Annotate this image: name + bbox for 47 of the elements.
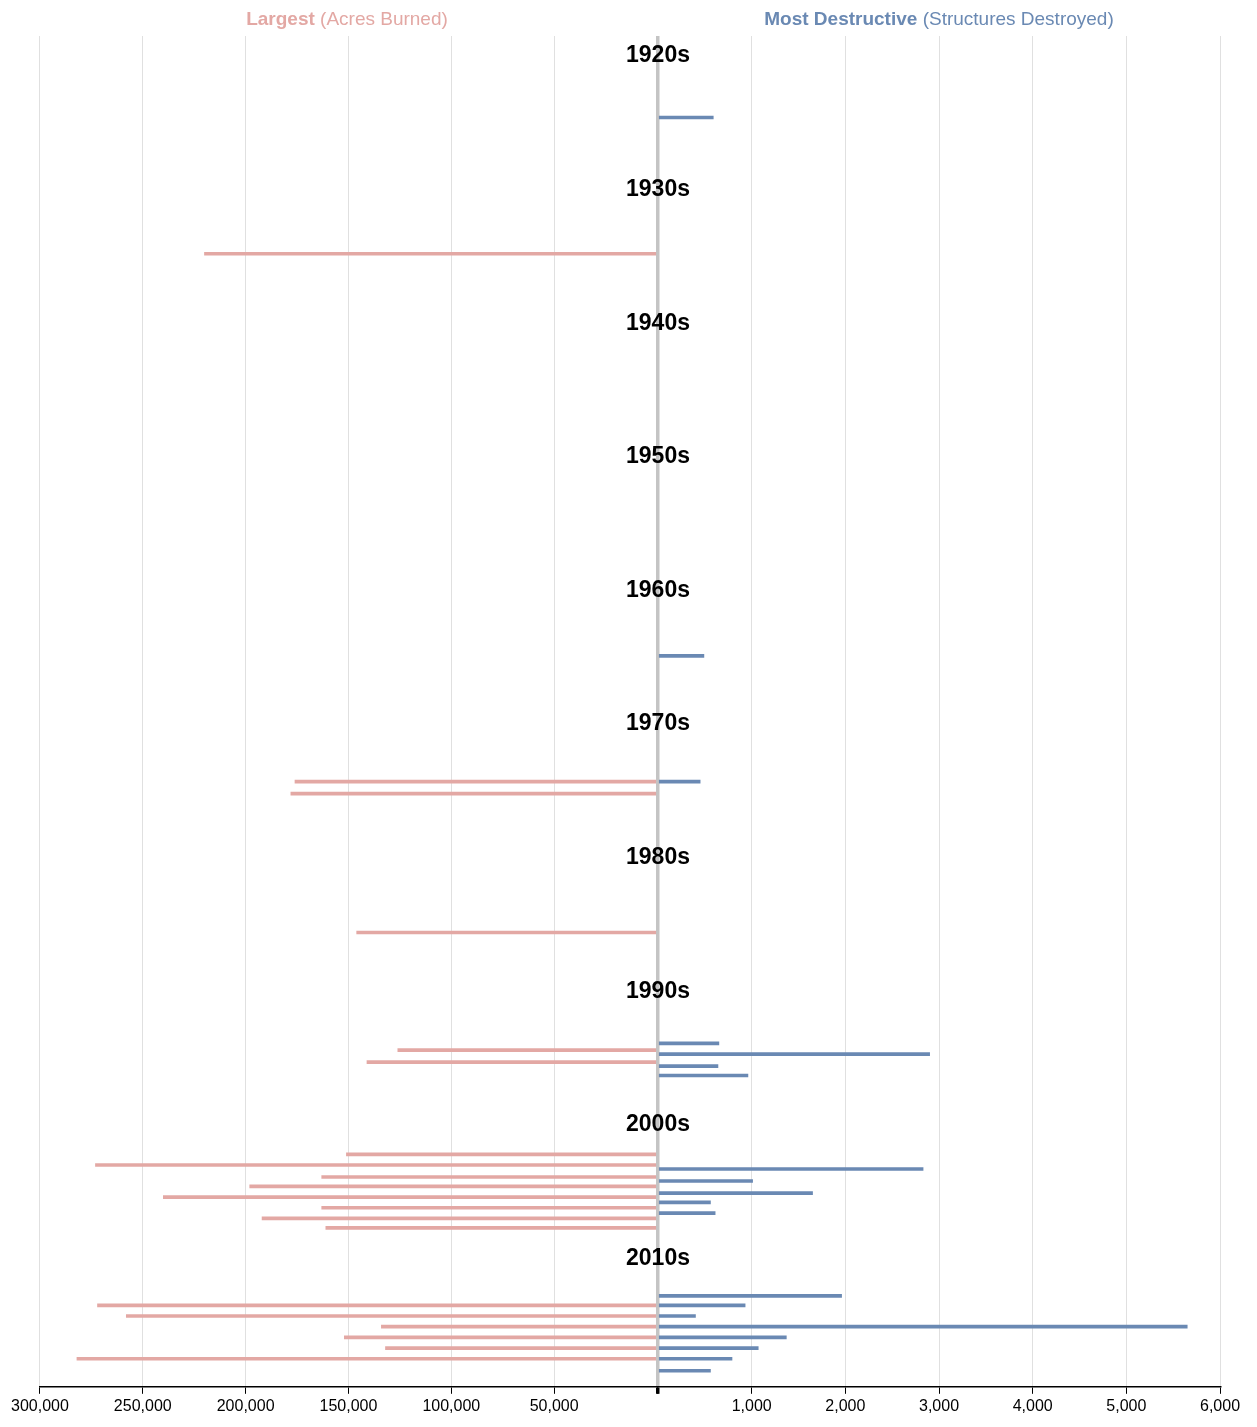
bar xyxy=(325,1225,657,1230)
x-tick-label: 50,000 xyxy=(529,1396,579,1414)
x-tick-label: 4,000 xyxy=(1012,1396,1053,1414)
bar xyxy=(658,1052,930,1056)
chart-subtitle: (Acres Burned) xyxy=(320,8,448,29)
bar xyxy=(346,1152,657,1157)
bar xyxy=(658,1167,924,1171)
y-tick-label: 1970s xyxy=(626,709,690,736)
x-tick-label: 6,000 xyxy=(1199,1396,1241,1414)
bar xyxy=(163,1195,657,1199)
bar xyxy=(658,1064,719,1068)
chart-title: Largest xyxy=(246,8,315,29)
chart-subtitle: (Structures Destroyed) xyxy=(922,8,1114,29)
bar xyxy=(95,1163,657,1167)
bar xyxy=(658,1179,753,1183)
y-tick-label: 1960s xyxy=(626,575,690,602)
bar xyxy=(658,1294,842,1298)
y-tick-label: 1980s xyxy=(626,843,690,870)
x-tick-label: 150,000 xyxy=(319,1396,378,1414)
x-tick-label: 100,000 xyxy=(422,1396,481,1414)
x-tick-label: 300,000 xyxy=(11,1396,69,1414)
bar xyxy=(658,1356,733,1361)
x-tick-label: 5,000 xyxy=(1106,1396,1147,1414)
y-tick-label: 1920s xyxy=(626,41,690,68)
y-tick-label: 1930s xyxy=(626,175,690,201)
y-tick-label: 1940s xyxy=(626,308,690,335)
x-tick-label: 2,000 xyxy=(825,1396,866,1414)
bar xyxy=(658,1303,746,1308)
y-tick-label: 1950s xyxy=(626,442,690,469)
bar xyxy=(658,1191,813,1195)
bar xyxy=(321,1175,657,1179)
chart-title: Most Destructive xyxy=(764,8,918,29)
y-tick-label: 1990s xyxy=(626,976,690,1003)
y-tick-label: 2000s xyxy=(626,1110,690,1137)
x-tick-label: 3,000 xyxy=(918,1396,960,1414)
bar xyxy=(658,1368,711,1373)
x-tick-label: 250,000 xyxy=(113,1396,172,1414)
bar xyxy=(366,1060,657,1064)
bar xyxy=(321,1205,657,1210)
bar xyxy=(658,654,705,658)
bar xyxy=(658,1211,716,1215)
x-tick-label: 200,000 xyxy=(216,1396,275,1414)
x-tick-label: 1,000 xyxy=(731,1396,772,1414)
bar xyxy=(204,251,657,256)
y-tick-label: 2010s xyxy=(626,1243,690,1270)
bar xyxy=(397,1048,657,1052)
bar xyxy=(658,1314,696,1318)
